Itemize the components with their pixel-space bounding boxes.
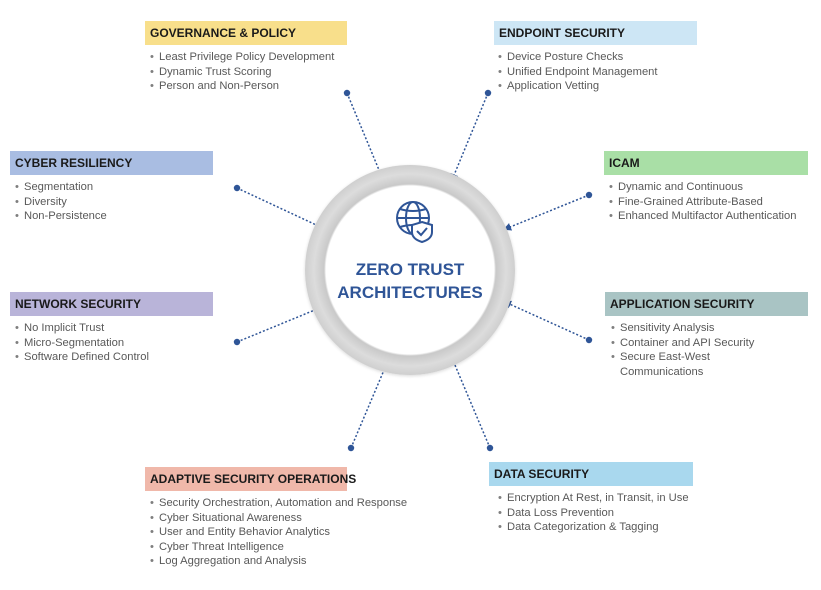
list-item: Device Posture Checks — [495, 50, 697, 65]
list-item: Cyber Threat Intelligence — [147, 540, 407, 555]
cyber-resiliency-title: CYBER RESILIENCY — [10, 151, 213, 175]
list-item: Data Categorization & Tagging — [495, 520, 693, 535]
list-item: Enhanced Multifactor Authentication — [606, 209, 808, 224]
list-item: Segmentation — [12, 180, 213, 195]
application-security-panel: APPLICATION SECURITY Sensitivity Analysi… — [605, 292, 808, 379]
center-title: ZERO TRUST ARCHITECTURES — [330, 258, 490, 304]
endpoint-security-title: ENDPOINT SECURITY — [494, 21, 697, 45]
adaptive-security-operations-list: Security Orchestration, Automation and R… — [147, 496, 407, 569]
list-item: Diversity — [12, 195, 213, 210]
data-security-list: Encryption At Rest, in Transit, in Use D… — [495, 491, 693, 535]
globe-shield-icon — [396, 201, 433, 243]
list-item: Secure East-West Communications — [608, 350, 750, 379]
list-item: Micro-Segmentation — [12, 336, 213, 351]
list-item: User and Entity Behavior Analytics — [147, 525, 407, 540]
governance-policy-title: GOVERNANCE & POLICY — [145, 21, 347, 45]
list-item: Data Loss Prevention — [495, 506, 693, 521]
arrow-application — [503, 300, 590, 341]
adaptive-security-operations-panel: ADAPTIVE SECURITY OPERATIONS Security Or… — [145, 467, 407, 569]
list-item: Security Orchestration, Automation and R… — [147, 496, 407, 511]
list-item: Dynamic and Continuous — [606, 180, 808, 195]
list-item: Least Privilege Policy Development — [147, 50, 347, 65]
governance-policy-panel: GOVERNANCE & POLICY Least Privilege Poli… — [145, 21, 347, 94]
arrow-cyber-resiliency — [236, 187, 329, 232]
list-item: Application Vetting — [495, 79, 697, 94]
network-security-list: No Implicit Trust Micro-Segmentation Sof… — [12, 321, 213, 365]
data-security-title: DATA SECURITY — [489, 462, 693, 486]
arrow-data — [450, 356, 491, 449]
icam-list: Dynamic and Continuous Fine-Grained Attr… — [606, 180, 808, 224]
center-title-line2: ARCHITECTURES — [337, 283, 483, 302]
icam-title: ICAM — [604, 151, 808, 175]
application-security-title: APPLICATION SECURITY — [605, 292, 808, 316]
arrow-icam — [503, 194, 590, 231]
governance-policy-list: Least Privilege Policy Development Dynam… — [147, 50, 347, 94]
arrow-governance — [346, 92, 386, 184]
list-item: Sensitivity Analysis — [608, 321, 808, 336]
list-item: Container and API Security — [608, 336, 808, 351]
arrow-endpoint — [450, 92, 489, 182]
data-security-panel: DATA SECURITY Encryption At Rest, in Tra… — [489, 462, 693, 535]
list-item: Cyber Situational Awareness — [147, 511, 407, 526]
list-item: Unified Endpoint Management — [495, 65, 697, 80]
endpoint-security-panel: ENDPOINT SECURITY Device Posture Checks … — [494, 21, 697, 94]
endpoint-security-list: Device Posture Checks Unified Endpoint M… — [495, 50, 697, 94]
application-security-list: Sensitivity Analysis Container and API S… — [608, 321, 808, 379]
list-item: Fine-Grained Attribute-Based — [606, 195, 808, 210]
list-item: Person and Non-Person — [147, 79, 347, 94]
cyber-resiliency-panel: CYBER RESILIENCY Segmentation Diversity … — [10, 151, 213, 224]
arrow-network — [236, 303, 329, 343]
list-item: Log Aggregation and Analysis — [147, 554, 407, 569]
list-item: Encryption At Rest, in Transit, in Use — [495, 491, 693, 506]
icam-panel: ICAM Dynamic and Continuous Fine-Grained… — [604, 151, 808, 224]
network-security-panel: NETWORK SECURITY No Implicit Trust Micro… — [10, 292, 213, 365]
cyber-resiliency-list: Segmentation Diversity Non-Persistence — [12, 180, 213, 224]
arrow-adaptive — [350, 361, 389, 449]
list-item: Dynamic Trust Scoring — [147, 65, 347, 80]
center-ring — [305, 165, 515, 375]
list-item: Software Defined Control — [12, 350, 213, 365]
network-security-title: NETWORK SECURITY — [10, 292, 213, 316]
list-item: Non-Persistence — [12, 209, 213, 224]
adaptive-security-operations-title: ADAPTIVE SECURITY OPERATIONS — [145, 467, 356, 491]
list-item: No Implicit Trust — [12, 321, 213, 336]
center-title-line1: ZERO TRUST — [355, 260, 465, 279]
